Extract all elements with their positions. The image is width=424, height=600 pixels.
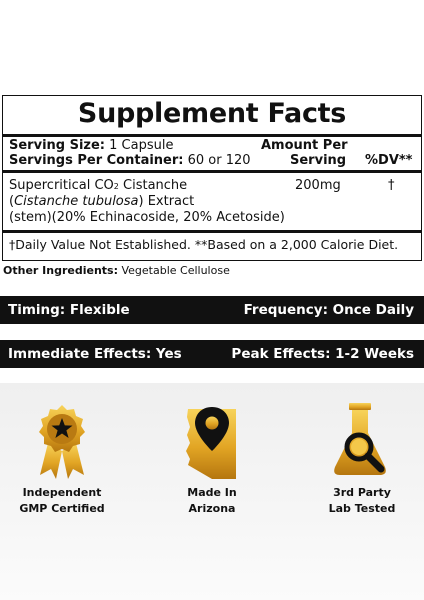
effects-bar: Immediate Effects: Yes Peak Effects: 1-2… xyxy=(0,340,424,368)
serving-size: Serving Size: 1 Capsule xyxy=(9,138,173,153)
divider xyxy=(3,170,421,173)
footnote: †Daily Value Not Established. **Based on… xyxy=(9,237,399,252)
badge-lab: 3rd Party Lab Tested xyxy=(302,403,422,517)
serving-size-value: 1 Capsule xyxy=(109,138,174,153)
arizona-map-pin-icon xyxy=(186,407,236,479)
badges-section: Independent GMP Certified Made In Arizon… xyxy=(0,383,424,600)
frequency-text: Frequency: Once Daily xyxy=(243,302,414,318)
badge-arizona-label: Made In Arizona xyxy=(152,485,272,517)
dv-header: %DV** xyxy=(365,153,413,168)
servings-per-container: Servings Per Container: 60 or 120 xyxy=(9,153,251,168)
divider xyxy=(3,230,421,233)
facts-title: Supplement Facts xyxy=(77,98,347,129)
ingredient-name-a: Supercritical CO xyxy=(9,178,114,193)
amount-header-line2: Serving xyxy=(290,153,347,168)
ingredient-latin: Cistanche tubulosa xyxy=(14,194,139,209)
badge-gmp: Independent GMP Certified xyxy=(2,403,122,517)
ingredient-amount: 200mg xyxy=(295,178,341,193)
supplement-facts-panel: Supplement Facts Serving Size: 1 Capsule… xyxy=(2,95,422,261)
divider xyxy=(3,134,421,137)
serving-size-label: Serving Size: xyxy=(9,138,106,153)
ingredient-line2: (Cistanche tubulosa) Extract xyxy=(9,194,194,209)
flask-magnifier-icon xyxy=(334,403,386,475)
immediate-effects-text: Immediate Effects: Yes xyxy=(8,346,182,362)
timing-text: Timing: Flexible xyxy=(8,302,130,318)
amount-header-line1: Amount Per xyxy=(261,138,348,153)
co2-subscript: 2 xyxy=(113,182,119,191)
other-ingredients-value: Vegetable Cellulose xyxy=(121,264,230,277)
badge-gmp-line1: Independent xyxy=(22,486,102,499)
badge-lab-line1: 3rd Party xyxy=(333,486,391,499)
ingredient-name-b: Cistanche xyxy=(123,178,188,193)
badge-arizona-line1: Made In xyxy=(187,486,237,499)
badge-lab-label: 3rd Party Lab Tested xyxy=(302,485,422,517)
peak-effects-text: Peak Effects: 1-2 Weeks xyxy=(231,346,414,362)
servings-value: 60 or 120 xyxy=(187,153,251,168)
timing-frequency-bar: Timing: Flexible Frequency: Once Daily xyxy=(0,296,424,324)
ingredient-line1: Supercritical CO2 Cistanche xyxy=(9,178,187,194)
ingredient-extract: ) Extract xyxy=(138,194,195,209)
ingredient-paren: ( xyxy=(9,194,15,209)
ingredient-detail: (stem)(20% Echinacoside, 20% Acetoside) xyxy=(9,210,285,225)
badge-gmp-label: Independent GMP Certified xyxy=(2,485,122,517)
servings-label: Servings Per Container: xyxy=(9,153,184,168)
badge-arizona: Made In Arizona xyxy=(152,403,272,517)
badge-gmp-line2: GMP Certified xyxy=(19,502,105,515)
other-ingredients: Other Ingredients: Vegetable Cellulose xyxy=(3,264,230,277)
other-ingredients-label: Other Ingredients: xyxy=(3,264,118,277)
ingredient-dv: † xyxy=(388,178,395,193)
award-star-icon xyxy=(39,405,85,479)
badge-lab-line2: Lab Tested xyxy=(328,502,396,515)
badge-arizona-line2: Arizona xyxy=(188,502,236,515)
